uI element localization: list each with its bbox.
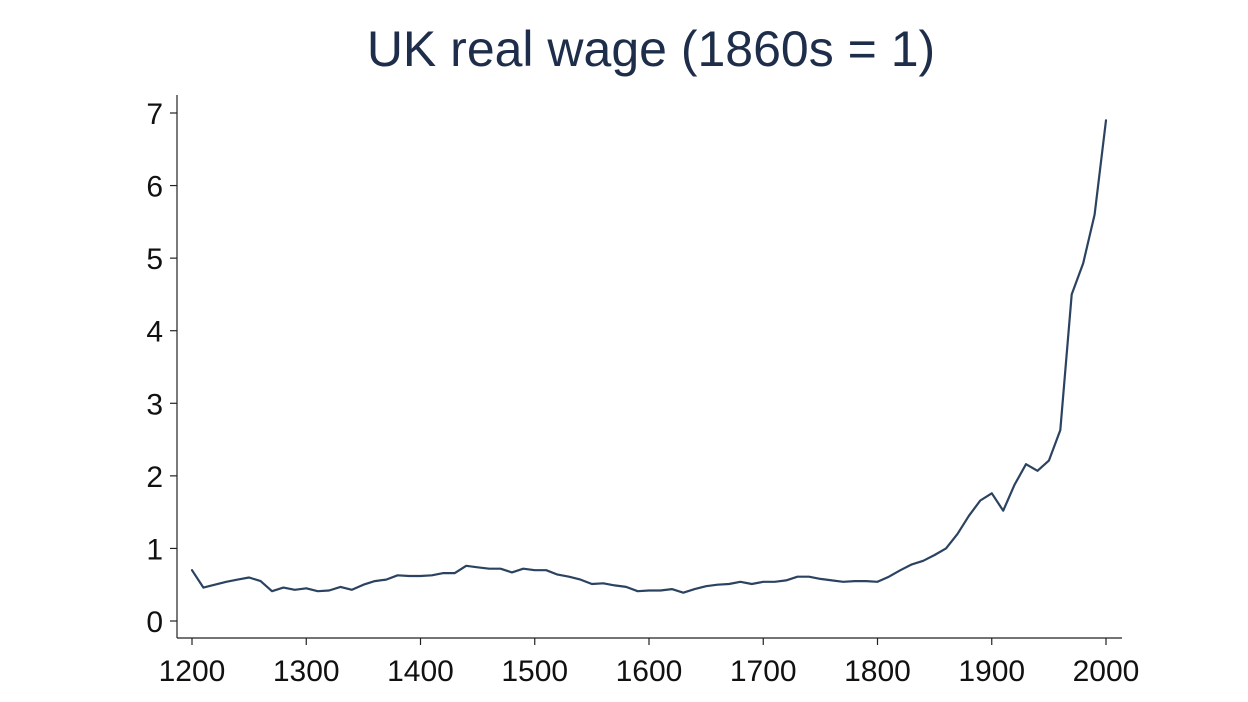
x-tick-label: 1200 bbox=[159, 655, 226, 688]
y-tick-label: 3 bbox=[146, 388, 163, 421]
y-tick-label: 7 bbox=[146, 98, 163, 131]
x-tick-label: 1700 bbox=[730, 655, 797, 688]
x-tick-label: 1800 bbox=[844, 655, 911, 688]
x-tick-label: 1500 bbox=[501, 655, 568, 688]
y-tick-label: 5 bbox=[146, 243, 163, 276]
y-tick-label: 2 bbox=[146, 461, 163, 494]
x-axis-ticks: 1200 1300 1400 1500 1600 1700 1800 1900 2000 bbox=[159, 638, 1140, 688]
plot-series bbox=[190, 119, 1108, 594]
chart-title: UK real wage (1860s = 1) bbox=[366, 21, 936, 77]
x-tick-label: 2000 bbox=[1073, 655, 1140, 688]
x-tick-label: 1600 bbox=[616, 655, 683, 688]
y-tick-label: 6 bbox=[146, 171, 163, 204]
y-tick-label: 4 bbox=[146, 316, 163, 349]
y-tick-label: 1 bbox=[146, 533, 163, 566]
series-line bbox=[190, 119, 1108, 594]
chart-axes bbox=[176, 95, 1122, 639]
y-tick-label: 0 bbox=[146, 606, 163, 639]
x-tick-label: 1400 bbox=[387, 655, 454, 688]
x-tick-label: 1900 bbox=[958, 655, 1025, 688]
x-tick-label: 1300 bbox=[273, 655, 340, 688]
y-axis-ticks: 0 1 2 3 4 5 6 7 bbox=[146, 98, 177, 639]
